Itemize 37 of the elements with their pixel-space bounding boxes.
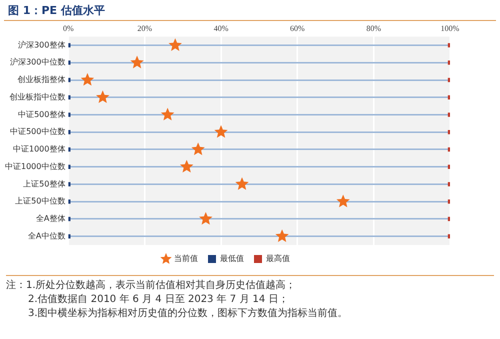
text: 3.图中横坐标为指标相对历史值的分位数，图标下方数值为指标当前值。 — [27, 307, 349, 321]
point — [130, 56, 144, 68]
point — [180, 160, 194, 173]
x-tick-label: 20% — [137, 24, 152, 33]
x-tick-label: 100% — [440, 24, 460, 33]
x-tick-label: 60% — [290, 24, 306, 33]
point — [199, 212, 212, 225]
y-tick-label: 全A中位数 — [28, 231, 66, 240]
y-tick-label: 沪深300中位数 — [10, 58, 66, 67]
text: 注：1.所处分位数越高，表示当前估值相对其自身历史估值越高； — [6, 279, 297, 293]
y-tick-label: 沪深300整体 — [18, 40, 66, 50]
point — [214, 125, 228, 138]
y-tick-label: 中证500中位数 — [10, 127, 66, 136]
point — [96, 90, 110, 104]
y-tick-label: 上证50中位数 — [15, 196, 66, 206]
y-tick-label: 上证50整体 — [23, 179, 66, 188]
point — [160, 108, 174, 120]
x-tick-label: 80% — [366, 24, 382, 33]
y-tick-label: 中证500整体 — [18, 110, 66, 119]
point — [235, 177, 249, 190]
legend-label: 最高值 — [266, 254, 290, 264]
y-tick-label: 中证1000整体 — [13, 144, 66, 154]
y-tick-label: 创业板指整体 — [17, 75, 66, 84]
point — [275, 229, 289, 242]
y-tick-label: 全A整体 — [36, 214, 66, 224]
point — [336, 194, 350, 208]
point — [191, 142, 205, 156]
text: 2.估值数据自 2010 年 6 月 4 日至 2023 年 7 月 14 日； — [27, 293, 290, 307]
chart-title: 图 1：PE 估值水平 — [4, 0, 496, 21]
point — [168, 38, 182, 51]
legend-label: 当前值 — [174, 254, 198, 264]
x-tick-label: 40% — [214, 24, 229, 33]
y-tick-label: 创业板指中位数 — [9, 92, 66, 102]
x-tick-label: 0% — [63, 24, 74, 33]
legend-label: 最低值 — [220, 254, 244, 264]
point — [80, 73, 94, 86]
y-tick-label: 中证1000中位数 — [5, 162, 66, 171]
